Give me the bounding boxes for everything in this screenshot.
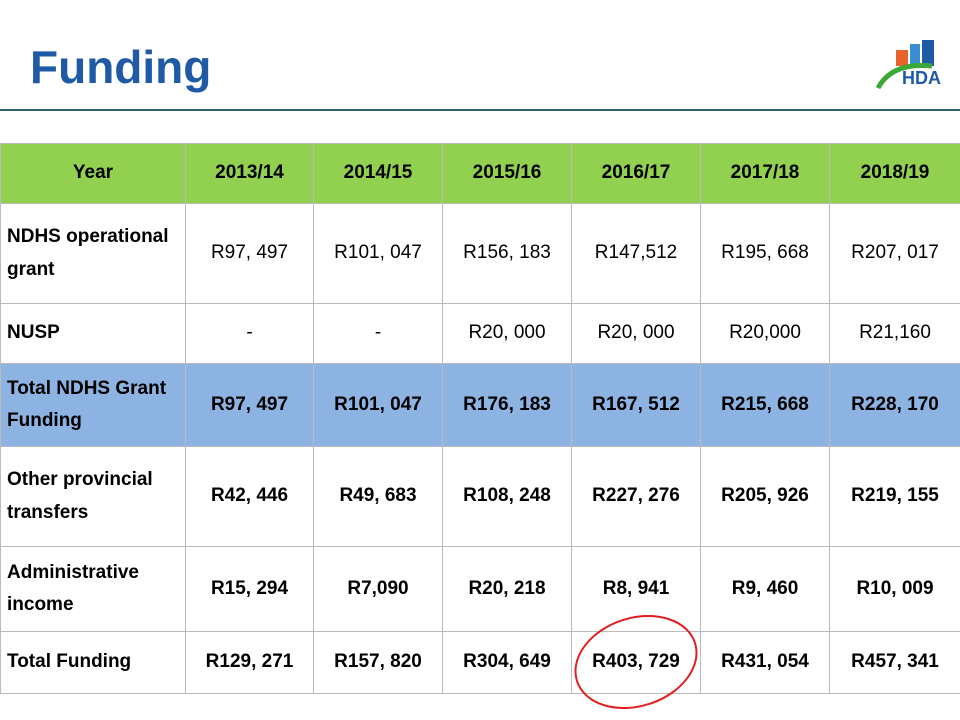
table-cell: R20, 218 — [442, 546, 572, 632]
table-row: Administrative income R15, 294 R7,090 R20, … — [0, 546, 960, 632]
table-cell: R176, 183 — [442, 363, 572, 447]
table-cell: R147,512 — [571, 203, 701, 304]
header-cell: 2016/17 — [571, 143, 701, 204]
header-cell: 2018/19 — [829, 143, 960, 204]
table-row: NDHS operational grant R97, 497 R101, 047 R… — [0, 203, 960, 304]
table-cell: R205, 926 — [700, 446, 830, 547]
table-row: Total Funding R129, 271 R157, 820 R304, 649… — [0, 631, 960, 694]
table-row: NUSP - - R20, 000 R20, 000 R20,000 R21,160 — [0, 303, 960, 364]
title-rule — [0, 109, 960, 111]
table-cell: - — [313, 303, 443, 364]
header-cell: 2017/18 — [700, 143, 830, 204]
table-cell: R195, 668 — [700, 203, 830, 304]
header-row: Year 2013/14 2014/15 2015/16 2016/17 2017/18 2… — [0, 143, 960, 204]
row-label: Total NDHS Grant Funding — [0, 363, 186, 447]
header-cell: Year — [0, 143, 186, 204]
header-cell: 2013/14 — [185, 143, 314, 204]
logo-house — [896, 50, 908, 66]
table-row: Total NDHS Grant Funding R97, 497 R101, 04… — [0, 363, 960, 447]
table-cell: R20, 000 — [571, 303, 701, 364]
table-cell: R10, 009 — [829, 546, 960, 632]
table-cell: R15, 294 — [185, 546, 314, 632]
row-label: Other provincial transfers — [0, 446, 186, 547]
table-cell: R101, 047 — [313, 203, 443, 304]
row-label: Total Funding — [0, 631, 186, 694]
table-cell: R20, 000 — [442, 303, 572, 364]
table-cell: R97, 497 — [185, 363, 314, 447]
header-cell: 2014/15 — [313, 143, 443, 204]
table-cell: R157, 820 — [313, 631, 443, 694]
funding-table: Year 2013/14 2014/15 2015/16 2016/17 2017/18 2… — [0, 143, 960, 694]
table-cell: R156, 183 — [442, 203, 572, 304]
table-cell: R108, 248 — [442, 446, 572, 547]
table-cell: R7,090 — [313, 546, 443, 632]
table-cell: - — [185, 303, 314, 364]
table-cell: R227, 276 — [571, 446, 701, 547]
table-cell: R431, 054 — [700, 631, 830, 694]
logo-text: HDA — [902, 68, 941, 88]
row-label: NUSP — [0, 303, 186, 364]
table-cell: R101, 047 — [313, 363, 443, 447]
table-cell: R167, 512 — [571, 363, 701, 447]
table-cell: R21,160 — [829, 303, 960, 364]
table-cell: R228, 170 — [829, 363, 960, 447]
logo-building — [922, 40, 934, 66]
table-cell: R219, 155 — [829, 446, 960, 547]
table-cell: R457, 341 — [829, 631, 960, 694]
table-cell: R20,000 — [700, 303, 830, 364]
table-cell: R215, 668 — [700, 363, 830, 447]
table-cell: R42, 446 — [185, 446, 314, 547]
table-cell: R49, 683 — [313, 446, 443, 547]
header-cell: 2015/16 — [442, 143, 572, 204]
logo: HDA — [875, 40, 941, 90]
row-label: Administrative income — [0, 546, 186, 632]
table-cell: R207, 017 — [829, 203, 960, 304]
table-cell: R129, 271 — [185, 631, 314, 694]
table-row: Other provincial transfers R42, 446 R49, 6… — [0, 446, 960, 547]
slide-title: Funding — [30, 41, 212, 93]
table-cell: R9, 460 — [700, 546, 830, 632]
logo-swoosh — [875, 62, 933, 90]
table-cell: R8, 941 — [571, 546, 701, 632]
table-cell: R97, 497 — [185, 203, 314, 304]
table-cell: R304, 649 — [442, 631, 572, 694]
row-label: NDHS operational grant — [0, 203, 186, 304]
table-cell: R403, 729 — [571, 631, 701, 694]
logo-building — [910, 44, 920, 66]
